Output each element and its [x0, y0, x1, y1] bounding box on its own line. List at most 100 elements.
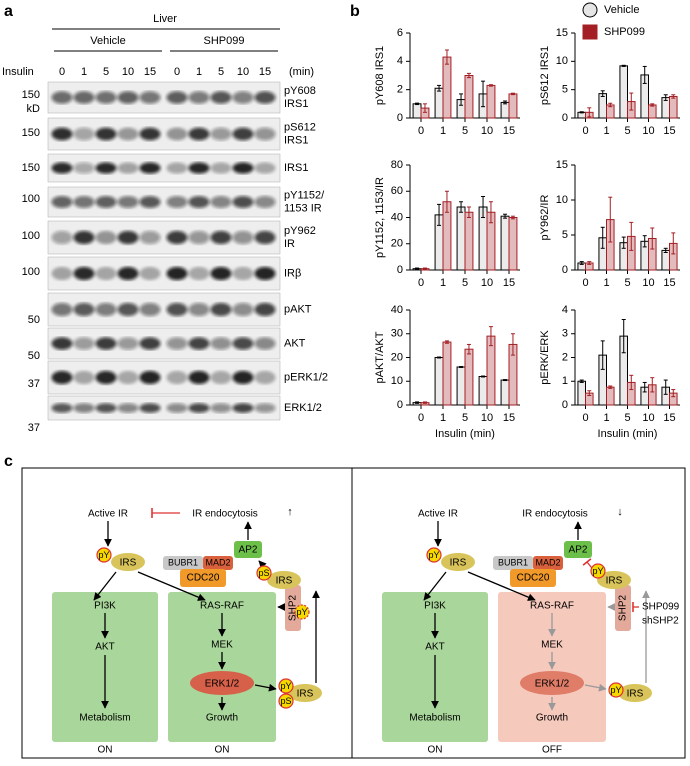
blot-band	[73, 196, 95, 208]
blot-band	[210, 266, 232, 281]
node-label: RAS-RAF	[530, 601, 574, 612]
mw-label: 150	[22, 89, 40, 101]
blot-band	[166, 266, 188, 281]
y-tick-label: 10	[556, 194, 568, 206]
blot-band	[117, 127, 139, 141]
irs-label: IRS	[450, 558, 467, 569]
blot-band	[188, 127, 210, 141]
blot-band	[166, 302, 188, 317]
y-tick-label: 1	[562, 375, 568, 387]
time-label: 15	[144, 66, 156, 78]
bar	[598, 93, 608, 119]
blot-band	[254, 162, 276, 174]
x-tick-label: 5	[462, 277, 468, 289]
blot-band	[139, 91, 161, 104]
node-label: BUBR1	[498, 557, 528, 567]
blot-band	[232, 230, 254, 245]
y-tick-label: 5	[562, 84, 568, 96]
state-label: ON	[98, 745, 113, 756]
blot-band	[95, 302, 117, 317]
blot-band	[51, 196, 73, 208]
blot-band	[166, 337, 188, 350]
bar	[500, 379, 510, 406]
bar	[442, 56, 452, 119]
bar	[500, 101, 510, 119]
blot-band	[232, 196, 254, 208]
x-tick-label: 15	[663, 412, 675, 424]
diagram-frame	[21, 467, 686, 759]
arrow	[254, 683, 277, 692]
y-tick-label: 3	[562, 328, 568, 340]
x-tick-label: 0	[582, 277, 588, 289]
node-label: SHP2	[618, 595, 629, 622]
phospho-site	[608, 682, 624, 698]
y-tick-label: 15	[556, 27, 568, 39]
mw-label: 37	[28, 422, 40, 434]
x-tick-label: 5	[462, 125, 468, 137]
shp2-protein	[285, 585, 301, 631]
y-tick-label: 2	[562, 351, 568, 363]
blot-band	[73, 127, 95, 141]
arrow	[423, 571, 447, 601]
time-label: 10	[237, 66, 249, 78]
irs-protein	[618, 684, 652, 702]
blot-band	[232, 370, 254, 385]
erk-protein	[520, 671, 584, 695]
y-axis-label: pERK/ERK	[539, 330, 551, 385]
blot-band	[166, 91, 188, 104]
phospho-site	[256, 565, 272, 581]
blot-band	[51, 403, 73, 413]
x-axis-label: Insulin (min)	[598, 428, 658, 440]
blot-band	[254, 91, 276, 104]
time-label: 15	[259, 66, 271, 78]
ap2-protein	[234, 541, 262, 558]
mw-label: 50	[28, 314, 40, 326]
x-axis-label: Insulin (min)	[435, 428, 495, 440]
arrow	[93, 571, 117, 601]
blot-row-label: IRS1	[284, 98, 308, 110]
blot-band	[188, 403, 210, 413]
y-axis-label: pY962/IR	[539, 195, 551, 241]
bar	[478, 376, 488, 406]
node-label: Active IR	[418, 509, 458, 520]
blot-band	[51, 127, 73, 141]
blot-band	[95, 370, 117, 385]
shp2-protein	[615, 585, 631, 631]
x-tick-label: 10	[481, 277, 493, 289]
cdc20-protein	[180, 569, 226, 587]
x-tick-label: 5	[462, 412, 468, 424]
phospho-label: pS	[280, 696, 291, 706]
time-label: 0	[174, 66, 180, 78]
x-tick-label: 10	[642, 125, 654, 137]
blot-band	[95, 403, 117, 413]
node-label: BUBR1	[168, 557, 198, 567]
irs-label: IRS	[276, 576, 293, 587]
blot-band	[166, 230, 188, 245]
node-label: MEK	[541, 640, 563, 651]
blot-band	[95, 196, 117, 208]
legend-marker	[582, 2, 598, 18]
blot-band	[51, 162, 73, 174]
blot-band	[210, 127, 232, 141]
blot-band	[166, 196, 188, 208]
trend-arrow: ↓	[617, 506, 623, 518]
blot-band	[139, 127, 161, 141]
blot-band	[254, 337, 276, 350]
blot-band	[117, 337, 139, 350]
bar	[434, 87, 444, 119]
node-label: MAD2	[535, 557, 560, 567]
bar	[648, 104, 657, 119]
blot-row-label: pY962	[284, 225, 316, 237]
bar	[508, 93, 518, 119]
blot-band	[117, 403, 139, 413]
node-label: CDC20	[187, 573, 220, 584]
x-tick-label: 0	[418, 125, 424, 137]
bar	[434, 357, 444, 406]
blot-band	[51, 266, 73, 281]
y-tick-label: 80	[391, 159, 403, 171]
arrow	[467, 571, 536, 601]
phospho-site	[278, 693, 294, 709]
mad2-protein	[203, 556, 233, 570]
mw-label: 100	[22, 266, 40, 278]
blot-row-label: 1153 IR	[284, 202, 322, 214]
